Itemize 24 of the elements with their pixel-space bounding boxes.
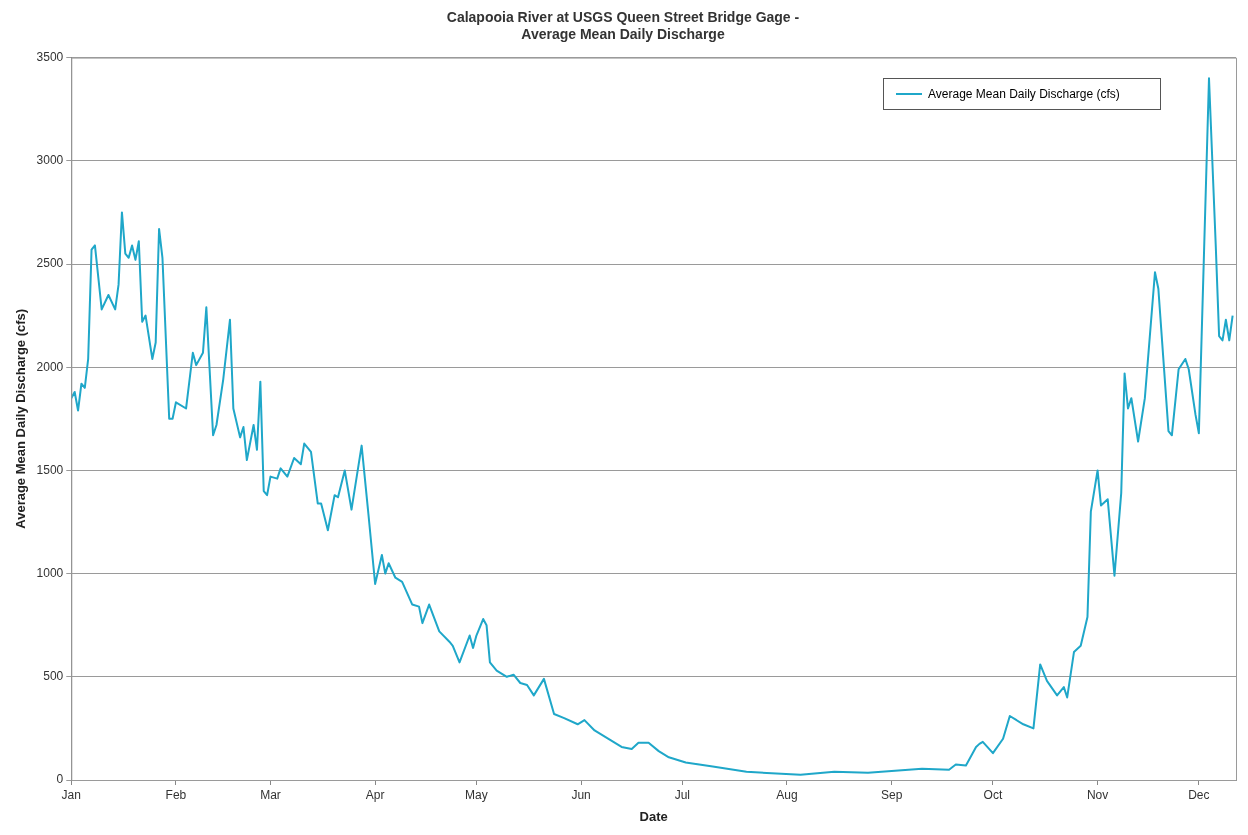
x-tick-label: Aug (776, 787, 798, 802)
y-tick-label: 3000 (36, 153, 64, 168)
x-tick-label: Nov (1086, 787, 1109, 802)
y-tick-label: 0 (56, 772, 64, 787)
x-tick-label: May (465, 787, 488, 802)
y-tick-label: 2500 (36, 256, 64, 271)
x-tick-label: Sep (880, 787, 903, 802)
y-tick-label: 1000 (36, 565, 64, 580)
x-tick-label: Dec (1188, 787, 1210, 802)
legend-label: Average Mean Daily Discharge (cfs) (928, 86, 1120, 101)
x-tick-label: Jun (571, 787, 591, 802)
y-axis-title: Average Mean Daily Discharge (cfs) (13, 308, 29, 529)
y-tick-label: 2000 (36, 359, 64, 374)
x-tick-label: Mar (260, 787, 281, 802)
x-tick-label: Feb (165, 787, 187, 802)
chart-title: Calapooia River at USGS Queen Street Bridge Gage - Average Mean Daily Discharge (446, 9, 800, 43)
y-tick-label: 500 (43, 669, 64, 684)
y-tick-label: 1500 (36, 462, 64, 477)
x-axis-title: Date (639, 808, 668, 824)
x-tick-label: Apr (365, 787, 385, 802)
y-tick-label: 3500 (36, 49, 64, 64)
x-tick-label: Oct (983, 787, 1003, 802)
x-tick-label: Jul (674, 787, 691, 802)
x-tick-label: Jan (61, 787, 81, 802)
